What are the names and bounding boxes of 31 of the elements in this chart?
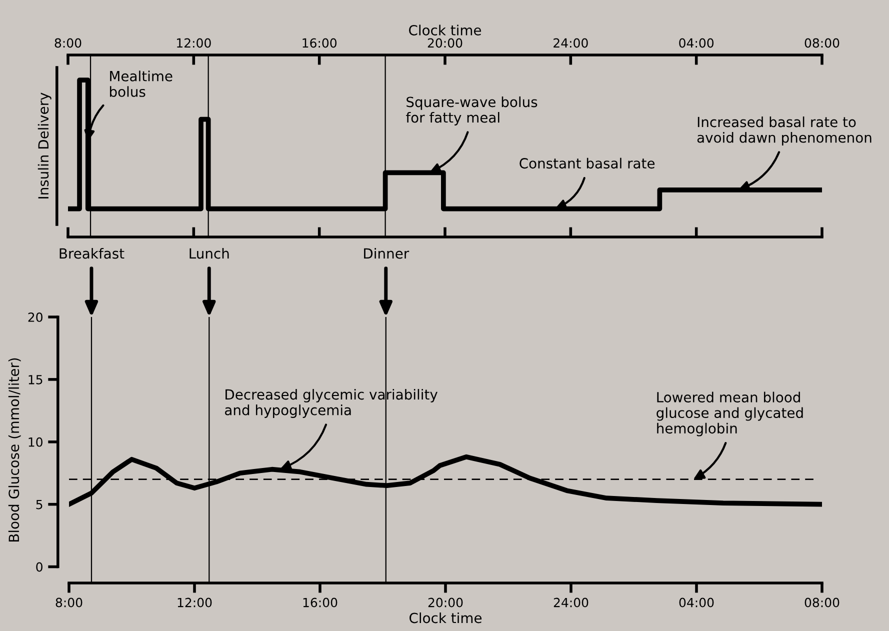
x-tick-label: 24:00 bbox=[554, 598, 588, 608]
x-tick-label: 04:00 bbox=[679, 598, 714, 608]
annotation: Constant basal rate bbox=[520, 158, 655, 169]
x-axis-title: Clock time bbox=[410, 612, 482, 624]
x-tick-label: 12:00 bbox=[177, 38, 211, 48]
y-axis-title: Blood Glucose (mmol/liter) bbox=[8, 358, 21, 542]
x-tick-label: 8:00 bbox=[56, 598, 82, 608]
ref-line-label: Breakfast bbox=[60, 248, 124, 259]
y-axis-title: Insulin Delivery bbox=[38, 92, 52, 198]
ref-line-label: Lunch bbox=[190, 248, 229, 259]
annotation: Increased basal rate to avoid dawn phenomenon bbox=[697, 116, 872, 146]
annotation: Square-wave bolus for fatty meal bbox=[406, 96, 538, 126]
x-axis-title: Clock time bbox=[409, 24, 482, 36]
x-tick-label: 16:00 bbox=[302, 38, 337, 48]
ref-line-label: Dinner bbox=[364, 248, 410, 259]
y-tick-label: 0 bbox=[36, 562, 42, 572]
x-tick-label: 08:00 bbox=[804, 38, 840, 48]
x-tick-label: 20:00 bbox=[428, 598, 463, 608]
x-tick-label: 8:00 bbox=[54, 38, 82, 48]
y-tick-label: 5 bbox=[36, 500, 42, 510]
x-tick-label: 24:00 bbox=[554, 38, 588, 48]
x-tick-label: 12:00 bbox=[178, 598, 212, 608]
annotation: Mealtime bolus bbox=[110, 70, 172, 97]
x-tick-label: 04:00 bbox=[679, 38, 714, 48]
y-tick-label: 20 bbox=[28, 312, 42, 322]
annotation: Lowered mean blood glucose and glycated hemoglobin bbox=[656, 392, 803, 436]
y-tick-label: 10 bbox=[28, 437, 42, 447]
x-tick-label: 08:00 bbox=[804, 598, 840, 608]
x-tick-label: 20:00 bbox=[428, 38, 462, 48]
x-tick-label: 16:00 bbox=[303, 598, 338, 608]
y-tick-label: 15 bbox=[28, 375, 42, 384]
